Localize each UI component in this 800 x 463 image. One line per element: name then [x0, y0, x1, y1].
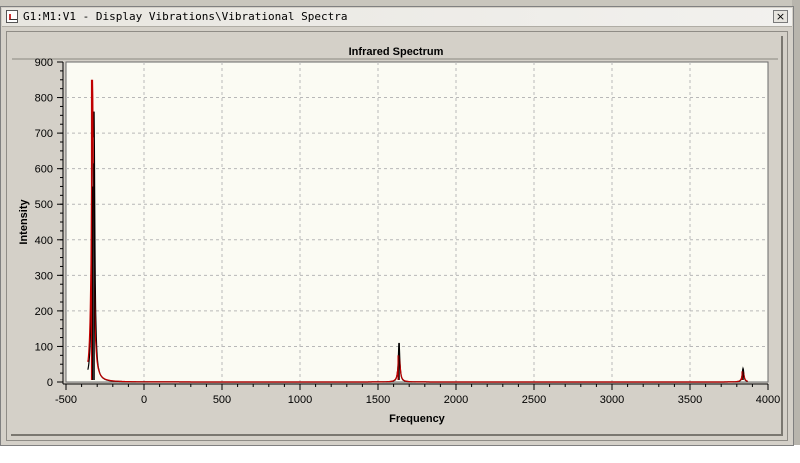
x-tick-label: 3000	[600, 394, 624, 406]
chart-title-band	[12, 37, 778, 59]
x-tick-label: 1500	[366, 394, 390, 406]
y-tick-label: 500	[35, 199, 53, 211]
close-button[interactable]: ×	[773, 10, 788, 23]
infrared-spectrum-chart: Infrared Spectrum-500 0 500 1000 1500 2000 250…	[12, 37, 780, 425]
background-app-edge	[792, 0, 800, 463]
y-tick-label: 100	[35, 341, 53, 353]
y-tick-label: 900	[35, 57, 53, 69]
y-tick-label: 600	[35, 164, 53, 176]
x-axis-label: Frequency	[389, 413, 446, 425]
title-bar[interactable]: G1:M1:V1 - Display Vibrations\Vibrationa…	[2, 8, 792, 27]
background-app-strip	[0, 0, 800, 6]
y-tick-label: 300	[35, 270, 53, 282]
spectrum-window: G1:M1:V1 - Display Vibrations\Vibrationa…	[0, 6, 794, 446]
y-tick-label: 0	[47, 377, 53, 389]
x-tick-label: -500	[55, 394, 77, 406]
chart-frame: Infrared Spectrum -500 0 500 1000 1500 2000 250…	[11, 36, 783, 436]
chart-title: Infrared Spectrum	[349, 46, 444, 58]
x-tick-label: 0	[141, 394, 147, 406]
y-tick-label: 700	[35, 128, 53, 140]
background-document	[0, 445, 800, 463]
window-title: G1:M1:V1 - Display Vibrations\Vibrationa…	[23, 10, 348, 23]
chart-panel: Infrared Spectrum -500 0 500 1000 1500 2000 250…	[6, 31, 788, 441]
x-tick-label: 500	[213, 394, 231, 406]
x-tick-label: 1000	[288, 394, 312, 406]
x-tick-label: 4000	[756, 394, 780, 406]
x-tick-label: 2000	[444, 394, 468, 406]
y-axis-label: Intensity	[18, 199, 30, 245]
y-tick-label: 200	[35, 306, 53, 318]
plot-area	[65, 61, 769, 383]
series-broadened-spectrum	[87, 79, 748, 383]
y-tick-label: 800	[35, 93, 53, 105]
y-tick-label: 400	[35, 235, 53, 247]
document-icon	[6, 10, 18, 23]
x-tick-label: 3500	[678, 394, 702, 406]
x-tick-label: 2500	[522, 394, 546, 406]
